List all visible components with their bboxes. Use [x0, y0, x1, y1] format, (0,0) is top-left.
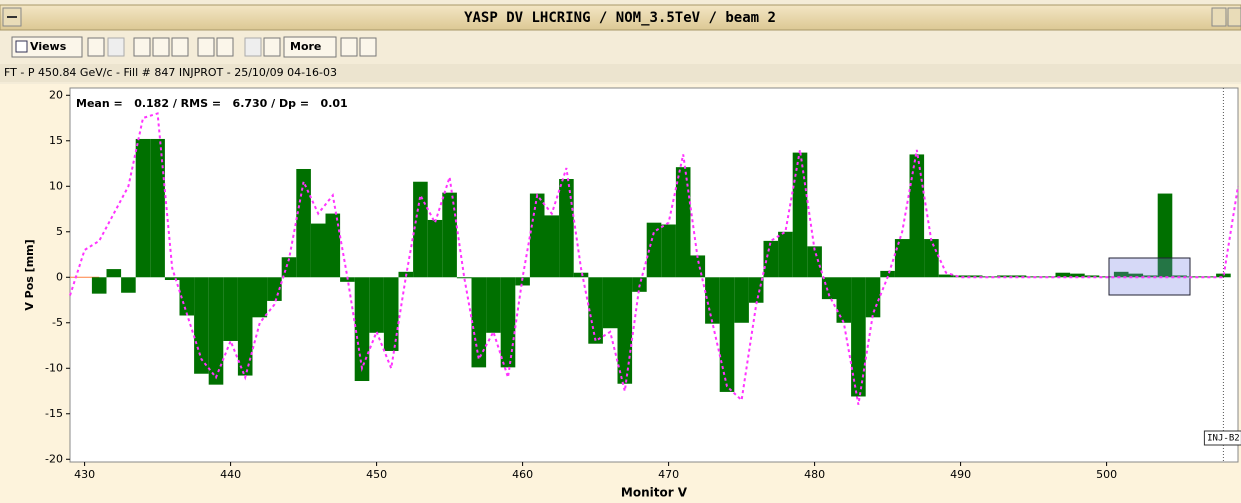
bar [296, 168, 311, 278]
bar [953, 275, 968, 278]
bar [121, 277, 136, 293]
y-tick-label: -20 [45, 452, 63, 465]
bar [646, 222, 662, 278]
bar [1128, 273, 1144, 278]
bar [383, 277, 399, 351]
stats: Mean = 0.182 / RMS = 6.730 / Dp = 0.01 [76, 97, 348, 110]
bar [325, 213, 341, 278]
bar [807, 246, 822, 278]
bar [456, 277, 472, 279]
bar [602, 277, 618, 329]
x-tick-label: 470 [658, 468, 679, 481]
bar [486, 277, 501, 333]
bar [1011, 275, 1027, 278]
bar [91, 277, 107, 294]
bar [836, 277, 852, 323]
bar [544, 215, 560, 278]
views-button[interactable] [11, 36, 83, 58]
x-tick-label: 480 [804, 468, 825, 481]
bar [851, 277, 866, 397]
y-tick-label: 15 [49, 134, 63, 147]
bar [413, 181, 428, 278]
bar [1055, 272, 1071, 278]
bar [1186, 276, 1202, 278]
window-title: YASP DV LHCRING / NOM_3.5TeV / beam 2 [464, 10, 776, 26]
bar [763, 240, 779, 278]
bar [369, 277, 384, 333]
x-axis-label: Monitor V [621, 486, 688, 500]
x-tick-label: 430 [74, 468, 95, 481]
bar [865, 277, 881, 318]
bar [909, 154, 925, 278]
bar [661, 224, 676, 278]
bar [1157, 193, 1173, 278]
bar [237, 277, 253, 376]
bar [208, 277, 224, 385]
y-tick-label: -5 [52, 316, 63, 329]
bar [880, 270, 895, 278]
title-bar [0, 4, 1241, 31]
bar [778, 231, 793, 278]
marker-label: INJ-B2 [1207, 434, 1240, 444]
y-tick-label: 0 [56, 270, 63, 283]
x-tick-label: 500 [1096, 468, 1117, 481]
bar [748, 277, 764, 303]
bar [559, 178, 574, 278]
bar [982, 276, 998, 278]
maximize-button[interactable] [1227, 7, 1241, 27]
more-button[interactable] [283, 36, 337, 58]
bar [135, 138, 151, 278]
bar [179, 277, 195, 316]
x-tick-label: 440 [220, 468, 241, 481]
bar [1216, 273, 1231, 278]
bar [617, 277, 633, 384]
bar [427, 219, 443, 278]
bar [471, 277, 487, 368]
y-tick-label: -10 [45, 361, 63, 374]
bar [1113, 271, 1129, 278]
bar [252, 277, 268, 318]
x-tick-label: 490 [950, 468, 971, 481]
bar [106, 269, 122, 278]
y-tick-label: -15 [45, 407, 63, 420]
bar [938, 274, 954, 278]
bar [164, 277, 180, 281]
bar [705, 277, 720, 324]
bar [1084, 275, 1100, 278]
bar [1143, 275, 1158, 278]
bar [675, 167, 691, 278]
toolbar-icons [87, 37, 377, 57]
bar [894, 239, 910, 278]
bar [690, 255, 706, 278]
y-tick-label: 20 [49, 88, 63, 101]
bar [792, 152, 808, 278]
y-tick-label: 5 [56, 225, 63, 238]
minimize-button[interactable] [1211, 7, 1227, 27]
more-label: More [290, 40, 321, 53]
bar [719, 277, 735, 392]
bar [529, 193, 545, 278]
y-tick-label: 10 [49, 179, 63, 192]
marker-label-box [1203, 430, 1241, 446]
bar [354, 277, 370, 382]
status-bar [0, 64, 1241, 82]
bar [310, 223, 326, 278]
bar [734, 277, 749, 323]
bar [1070, 273, 1085, 278]
bar [924, 239, 939, 278]
views-label: Views [30, 40, 67, 53]
x-tick-label: 460 [512, 468, 533, 481]
bar [223, 277, 238, 341]
bar [150, 138, 165, 278]
status-text: FT - P 450.84 GeV/c - Fill # 847 INJPROT… [4, 66, 337, 79]
y-axis-label: V Pos [mm] [23, 239, 36, 310]
x-tick-label: 450 [366, 468, 387, 481]
bar [442, 192, 457, 278]
bar [573, 272, 589, 278]
bar [500, 277, 516, 368]
bar [515, 277, 530, 286]
